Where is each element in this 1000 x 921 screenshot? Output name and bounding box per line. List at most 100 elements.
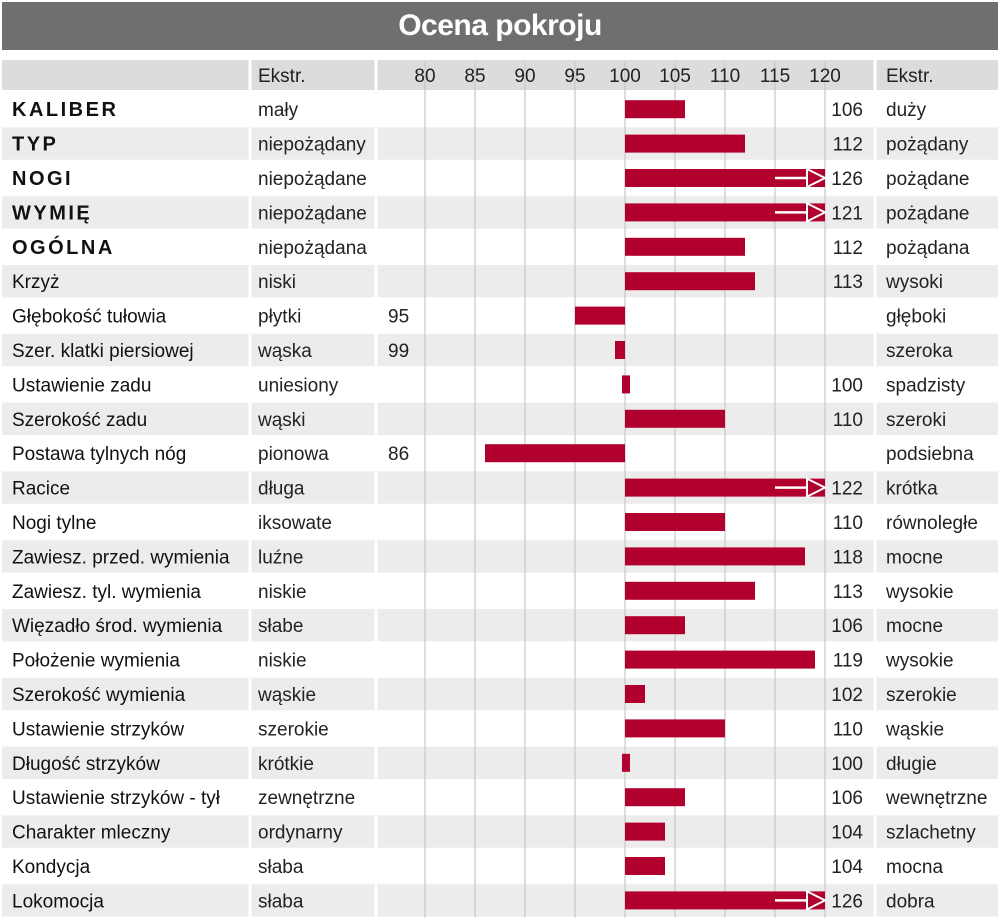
trait-label: TYP (12, 134, 58, 156)
row-shade (2, 401, 998, 436)
left-extreme-label: wąskie (257, 685, 316, 706)
value-bar (622, 375, 630, 394)
trait-label: Krzyż (12, 272, 60, 293)
left-extreme-label: mały (258, 100, 299, 121)
overflow-arrow-icon (806, 476, 828, 499)
right-extreme-label: pożądane (886, 169, 969, 190)
right-extreme-label: wysoki (885, 272, 943, 293)
value-label: 106 (831, 100, 863, 121)
value-label: 112 (833, 238, 863, 259)
value-label: 118 (833, 547, 863, 568)
left-extreme-label: słaba (258, 891, 304, 912)
trait-label: Kondycja (12, 857, 91, 878)
right-extreme-label: mocne (886, 616, 943, 637)
left-extreme-label: krótkie (258, 754, 314, 775)
row-shade (2, 332, 998, 368)
value-bar (622, 753, 630, 772)
row-shade (2, 264, 998, 299)
trait-label: WYMIĘ (12, 202, 92, 224)
right-extreme-label: wąskie (885, 719, 944, 740)
value-label: 86 (388, 444, 409, 465)
left-extreme-label: niepożądane (258, 169, 367, 190)
left-extreme-label: zewnętrzne (258, 788, 355, 809)
left-extreme-label: niskie (258, 651, 307, 672)
x-tick-label: 85 (464, 66, 485, 87)
right-extreme-label: szlachetny (886, 823, 976, 844)
left-extreme-label: wąski (257, 410, 306, 431)
right-extreme-label: mocne (886, 547, 943, 568)
value-label: 110 (833, 410, 863, 431)
right-extreme-label: równoległe (886, 513, 978, 534)
row-shade (2, 745, 998, 780)
left-extreme-label: ordynarny (258, 823, 343, 844)
value-label: 99 (388, 341, 409, 362)
value-label: 121 (831, 203, 863, 224)
value-bar (625, 237, 745, 256)
value-label: 122 (831, 479, 863, 500)
trait-label: Nogi tylne (12, 513, 97, 534)
value-bar (575, 306, 625, 325)
value-bar (625, 272, 755, 291)
value-bar (625, 547, 805, 566)
value-bar (625, 513, 725, 531)
value-bar (625, 134, 745, 153)
left-extreme-label: szerokie (258, 719, 329, 740)
value-label: 110 (833, 719, 863, 740)
right-extreme-label: szerokie (886, 685, 957, 706)
right-extreme-label: długie (886, 754, 937, 775)
trait-label: Zawiesz. tyl. wymienia (12, 582, 201, 603)
value-bar (625, 788, 685, 807)
value-bar (615, 341, 625, 359)
row-shade (2, 470, 998, 505)
row-shade (2, 539, 998, 574)
value-bar (625, 650, 815, 669)
left-extreme-label: długa (258, 479, 305, 500)
value-bar (625, 891, 825, 910)
row-shade (2, 195, 998, 230)
left-extreme-label: wąska (257, 341, 312, 362)
value-bar (625, 478, 825, 497)
trait-label: Zawiesz. przed. wymienia (12, 547, 230, 568)
value-label: 106 (831, 616, 863, 637)
right-extreme-label: wysokie (885, 582, 954, 603)
left-extreme-label: iksowate (258, 513, 332, 534)
value-label: 112 (833, 135, 863, 156)
value-label: 102 (831, 685, 863, 706)
row-shade (2, 126, 998, 161)
row-shade (2, 883, 998, 918)
trait-label: NOGI (12, 168, 73, 190)
value-label: 119 (833, 651, 863, 672)
left-extreme-label: niepożądany (258, 135, 366, 156)
value-label: 113 (833, 582, 863, 603)
x-tick-label: 80 (414, 66, 435, 87)
value-label: 95 (388, 307, 409, 328)
x-tick-label: 90 (514, 66, 535, 87)
trait-label: Postawa tylnych nóg (12, 444, 186, 465)
right-extreme-label: pożądana (886, 238, 970, 259)
bars (485, 100, 828, 912)
left-extreme-label: słabe (258, 616, 303, 637)
trait-label: Ustawienie zadu (12, 375, 151, 396)
trait-label: Szerokość zadu (12, 410, 147, 431)
overflow-arrow-icon (806, 889, 828, 912)
right-extreme-label: spadzisty (886, 375, 966, 396)
left-extreme-label: niepożądane (258, 203, 367, 224)
left-extreme-label: płytki (258, 307, 301, 328)
right-extreme-label: mocna (886, 857, 943, 878)
right-extreme-label: wysokie (885, 651, 954, 672)
value-bar (625, 100, 685, 119)
left-extreme-label: niski (258, 272, 296, 293)
trait-label: Racice (12, 479, 70, 500)
right-extreme-header: Ekstr. (886, 66, 934, 87)
value-label: 126 (831, 891, 863, 912)
x-tick-label: 105 (659, 66, 691, 87)
value-label: 100 (831, 375, 863, 396)
value-bar (625, 857, 665, 875)
trait-label: Charakter mleczny (12, 823, 171, 844)
left-extreme-label: niskie (258, 582, 307, 603)
value-bar (625, 616, 685, 635)
chart-title: Ocena pokroju (2, 2, 998, 50)
x-tick-label: 110 (710, 66, 740, 87)
right-extreme-label: pożądany (886, 135, 969, 156)
